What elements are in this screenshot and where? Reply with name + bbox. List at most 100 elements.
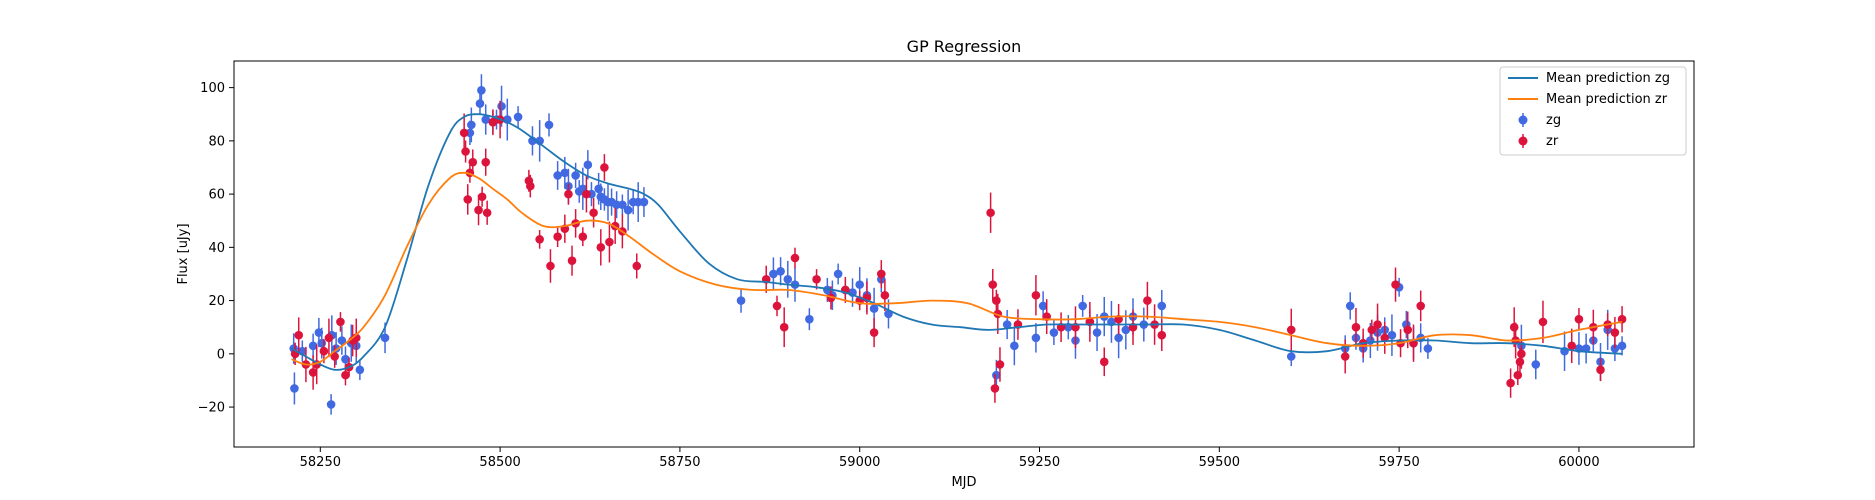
- zg-marker: [1010, 341, 1019, 351]
- zg-point: [481, 104, 491, 135]
- zr-point: [1143, 281, 1152, 320]
- zg-point: [583, 150, 593, 180]
- legend-label-zg-points: zg: [1546, 113, 1561, 128]
- x-tick-label: 59750: [1378, 455, 1419, 470]
- zr-marker: [1031, 290, 1041, 300]
- zr-marker: [812, 274, 821, 284]
- zr-point: [564, 183, 573, 205]
- zr-marker: [336, 317, 345, 327]
- zg-marker: [467, 120, 476, 130]
- zg-marker: [1581, 344, 1591, 353]
- zg-point: [535, 120, 544, 162]
- x-tick-label: 59000: [839, 455, 880, 470]
- zg-marker: [337, 336, 347, 345]
- zr-marker: [1286, 325, 1296, 335]
- zr-marker: [995, 360, 1005, 369]
- zg-point: [736, 288, 746, 313]
- zr-point: [481, 148, 491, 176]
- x-tick-label: 59250: [1019, 455, 1060, 470]
- zg-marker: [855, 280, 865, 289]
- zr-marker: [1340, 352, 1350, 361]
- zg-point: [1092, 314, 1102, 352]
- zg-point: [326, 394, 336, 415]
- zg-marker: [341, 354, 350, 364]
- zg-marker: [1002, 320, 1012, 329]
- y-tick-label: −20: [198, 401, 225, 416]
- legend-label-zg-line: Mean prediction zg: [1546, 71, 1670, 86]
- zr-marker: [488, 117, 498, 127]
- zr-point: [869, 317, 879, 348]
- zg-marker: [1286, 352, 1296, 361]
- zg-marker: [639, 197, 649, 207]
- zg-marker: [1387, 330, 1397, 340]
- zr-point: [596, 229, 606, 266]
- zg-point: [467, 107, 476, 143]
- zg-point: [1031, 323, 1041, 353]
- zr-point: [1567, 328, 1577, 364]
- zg-point: [571, 162, 580, 189]
- zg-marker: [869, 304, 879, 313]
- zr-point: [567, 245, 577, 276]
- zr-marker: [482, 208, 492, 218]
- zr-marker: [1351, 322, 1361, 332]
- zr-marker: [461, 147, 470, 156]
- zr-point: [553, 226, 562, 248]
- zr-marker: [876, 269, 886, 279]
- zr-marker: [1513, 370, 1523, 380]
- zg-marker: [583, 160, 593, 170]
- zg-marker: [1617, 341, 1627, 351]
- zr-marker: [1367, 325, 1377, 335]
- zr-marker: [1509, 322, 1519, 332]
- x-tick-label: 58500: [479, 455, 520, 470]
- zr-point: [526, 174, 535, 198]
- legend: Mean prediction zg Mean prediction zr zg…: [1499, 66, 1687, 156]
- zr-marker: [1515, 357, 1525, 367]
- legend-label-zr-points: zr: [1546, 134, 1559, 149]
- zr-marker: [1610, 328, 1620, 337]
- zr-marker: [1391, 280, 1400, 289]
- zr-marker: [308, 368, 318, 377]
- legend-label-zr-line: Mean prediction zr: [1546, 92, 1668, 107]
- zr-marker: [605, 237, 614, 247]
- zr-point: [880, 279, 890, 312]
- zg-point: [1345, 292, 1355, 320]
- zr-point: [1506, 368, 1515, 398]
- zr-marker: [324, 333, 334, 343]
- zr-marker: [474, 205, 483, 215]
- zr-point: [546, 249, 555, 283]
- zr-marker: [468, 157, 478, 167]
- legend-swatch-zg-marker: [1518, 115, 1528, 125]
- zg-marker: [1078, 301, 1087, 311]
- zr-point: [463, 184, 473, 215]
- zr-point: [1610, 316, 1620, 349]
- zg-marker: [553, 171, 562, 180]
- zr-marker: [330, 352, 339, 361]
- zr-point: [1286, 308, 1296, 352]
- zr-point: [535, 230, 544, 249]
- zr-marker: [1099, 357, 1109, 367]
- zr-marker: [1596, 365, 1605, 375]
- zg-marker: [1531, 360, 1541, 369]
- zg-marker: [355, 365, 365, 375]
- zr-marker: [596, 243, 606, 252]
- zg-marker: [1049, 328, 1059, 337]
- zr-marker: [1517, 349, 1526, 359]
- zr-marker: [535, 235, 544, 244]
- zr-point: [1617, 306, 1627, 333]
- zr-point: [772, 295, 782, 317]
- zg-point: [776, 257, 785, 286]
- zr-marker: [564, 189, 573, 199]
- zg-point: [623, 189, 633, 231]
- zg-point: [308, 333, 318, 359]
- y-axis-label: Flux [uJy]: [176, 223, 191, 284]
- zg-point: [833, 263, 843, 285]
- zg-marker: [1092, 328, 1102, 337]
- zr-marker: [986, 208, 995, 218]
- zg-point: [618, 194, 627, 216]
- zr-marker: [1416, 301, 1425, 311]
- zg-point: [1581, 333, 1591, 364]
- zr-marker: [1380, 333, 1390, 343]
- zr-point: [336, 312, 345, 332]
- zr-point: [474, 194, 483, 226]
- y-tick-label: 60: [208, 188, 225, 203]
